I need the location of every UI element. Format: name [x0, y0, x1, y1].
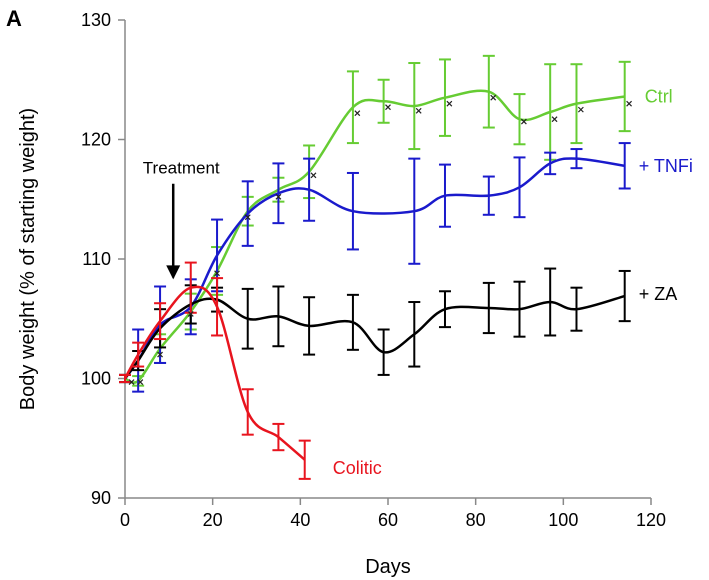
treatment-annotation: Treatment	[143, 159, 220, 280]
x-marker-stroke	[415, 107, 422, 114]
x-marker-stroke	[187, 311, 194, 317]
error-bar	[618, 142, 631, 190]
x-marker-stroke	[128, 379, 135, 386]
x-tick-label: 120	[636, 510, 666, 530]
x-marker	[244, 214, 251, 221]
series-line	[123, 294, 626, 380]
y-tick-label: 120	[81, 130, 111, 150]
x-marker	[446, 100, 453, 107]
x-marker	[626, 100, 633, 107]
x-marker-stroke	[157, 351, 163, 358]
series-line	[124, 89, 625, 384]
y-tick-label: 90	[91, 488, 111, 508]
x-marker	[187, 311, 194, 317]
x-marker-stroke	[244, 214, 251, 221]
x-tick-label: 20	[203, 510, 223, 530]
x-marker-stroke	[520, 118, 527, 125]
x-marker	[128, 379, 135, 386]
series-line	[123, 157, 625, 380]
axes: 90 100 110 120 130 0 20 40 60 80 100 120	[81, 10, 666, 530]
x-marker	[157, 351, 163, 358]
series-label: + TNFi	[639, 156, 693, 176]
x-tick-label: 80	[466, 510, 486, 530]
x-marker	[415, 107, 422, 114]
plot-area: Ctrl + TNFi + ZA Colitic	[119, 54, 693, 480]
error-bar	[618, 60, 631, 133]
series-tnfi: + TNFi	[119, 142, 693, 393]
y-tick-label: 100	[81, 369, 111, 389]
x-marker	[520, 118, 527, 125]
series-colitic: Colitic	[119, 261, 382, 480]
x-tick-label: 60	[378, 510, 398, 530]
x-marker-stroke	[626, 100, 633, 107]
x-marker	[490, 94, 497, 101]
x-marker-stroke	[551, 116, 558, 123]
x-tick-label: 40	[290, 510, 310, 530]
treatment-label: Treatment	[143, 159, 220, 178]
y-axis-title: Body weight (% of starting weight)	[17, 108, 39, 410]
series-label: Colitic	[333, 458, 382, 478]
series-label: + ZA	[639, 284, 678, 304]
x-marker-stroke	[577, 106, 584, 113]
x-marker-stroke	[490, 94, 497, 101]
series-ctrl: Ctrl	[119, 54, 673, 387]
x-marker-stroke	[137, 379, 144, 386]
x-marker-stroke	[354, 110, 361, 117]
series-label: Ctrl	[645, 86, 673, 106]
x-tick-label: 100	[548, 510, 578, 530]
x-axis-title: Days	[365, 556, 411, 578]
x-marker	[310, 172, 317, 179]
x-marker-stroke	[446, 100, 453, 107]
x-marker-stroke	[385, 104, 391, 111]
x-marker-stroke	[214, 270, 220, 277]
data-markers	[128, 94, 633, 386]
x-marker	[385, 104, 391, 111]
x-tick-label: 0	[120, 510, 130, 530]
y-tick-label: 130	[81, 10, 111, 30]
x-marker-stroke	[275, 193, 282, 200]
x-marker	[214, 270, 220, 277]
x-marker	[577, 106, 584, 113]
y-tick-label: 110	[82, 249, 111, 269]
x-marker	[551, 116, 558, 123]
x-marker	[275, 193, 282, 200]
series-line	[123, 285, 306, 461]
x-marker-stroke	[310, 172, 317, 179]
panel-letter: A	[6, 6, 22, 31]
x-marker	[137, 379, 144, 386]
treatment-arrow-head	[166, 265, 181, 280]
x-marker	[354, 110, 361, 117]
